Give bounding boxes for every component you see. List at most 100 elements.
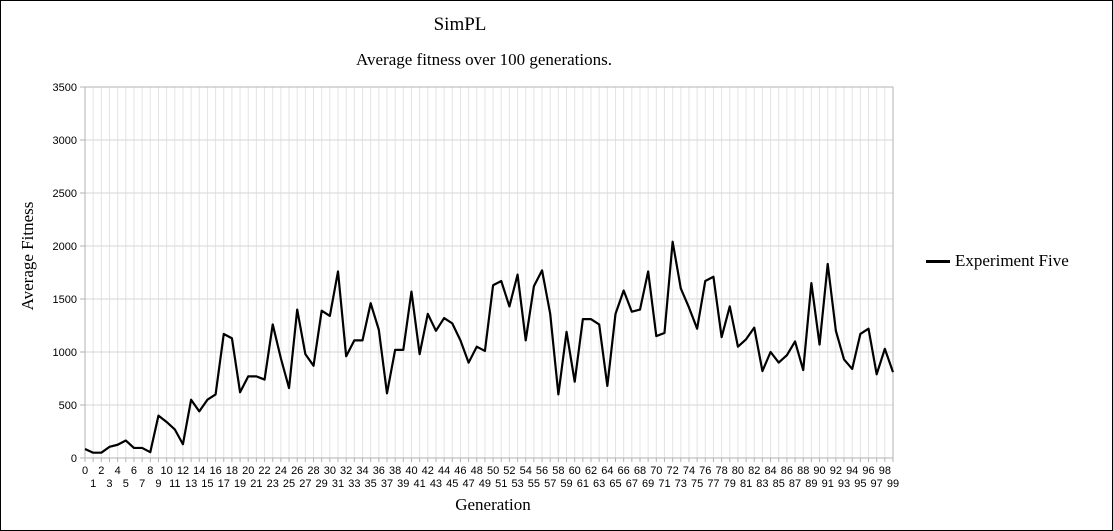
x-tick-label: 18 — [226, 465, 238, 477]
x-tick-label: 28 — [307, 465, 319, 477]
x-tick-label: 83 — [756, 478, 768, 490]
x-tick-label: 35 — [365, 478, 377, 490]
x-tick-label: 71 — [658, 478, 670, 490]
x-tick-label: 69 — [642, 478, 654, 490]
x-tick-label: 52 — [503, 465, 515, 477]
x-tick-label: 93 — [838, 478, 850, 490]
legend: Experiment Five — [926, 251, 1069, 271]
x-tick-label: 0 — [82, 465, 88, 477]
x-tick-label: 16 — [209, 465, 221, 477]
x-tick-label: 89 — [805, 478, 817, 490]
x-tick-label: 53 — [511, 478, 523, 490]
x-tick-label: 61 — [577, 478, 589, 490]
x-tick-label: 20 — [242, 465, 254, 477]
x-tick-label: 49 — [479, 478, 491, 490]
x-tick-label: 39 — [397, 478, 409, 490]
x-tick-label: 43 — [430, 478, 442, 490]
x-tick-label: 87 — [789, 478, 801, 490]
x-tick-label: 56 — [536, 465, 548, 477]
x-tick-label: 63 — [593, 478, 605, 490]
x-tick-label: 26 — [291, 465, 303, 477]
plot-area — [84, 86, 894, 459]
x-tick-label: 46 — [454, 465, 466, 477]
x-tick-label: 19 — [234, 478, 246, 490]
x-tick-label: 29 — [316, 478, 328, 490]
x-tick-label: 7 — [139, 478, 145, 490]
x-tick-label: 81 — [740, 478, 752, 490]
y-tick-label: 1000 — [53, 347, 77, 359]
x-tick-label: 8 — [147, 465, 153, 477]
x-tick-label: 15 — [201, 478, 213, 490]
x-tick-label: 50 — [487, 465, 499, 477]
x-tick-label: 41 — [414, 478, 426, 490]
y-tick-label: 1500 — [53, 294, 77, 306]
x-tick-label: 21 — [250, 478, 262, 490]
x-tick-label: 32 — [340, 465, 352, 477]
x-tick-label: 75 — [691, 478, 703, 490]
x-tick-label: 67 — [626, 478, 638, 490]
x-tick-label: 10 — [160, 465, 172, 477]
x-tick-label: 76 — [699, 465, 711, 477]
x-tick-label: 37 — [381, 478, 393, 490]
x-tick-label: 48 — [471, 465, 483, 477]
x-tick-label: 65 — [609, 478, 621, 490]
x-tick-label: 68 — [634, 465, 646, 477]
x-tick-label: 78 — [715, 465, 727, 477]
x-tick-label: 85 — [773, 478, 785, 490]
x-tick-label: 66 — [618, 465, 630, 477]
x-tick-label: 97 — [871, 478, 883, 490]
x-tick-label: 55 — [528, 478, 540, 490]
x-tick-label: 99 — [887, 478, 899, 490]
x-tick-label: 62 — [585, 465, 597, 477]
x-tick-label: 6 — [131, 465, 137, 477]
x-tick-label: 80 — [732, 465, 744, 477]
x-tick-label: 4 — [115, 465, 121, 477]
x-tick-label: 90 — [813, 465, 825, 477]
x-tick-label: 45 — [446, 478, 458, 490]
x-tick-label: 9 — [155, 478, 161, 490]
x-tick-label: 36 — [373, 465, 385, 477]
x-tick-label: 44 — [438, 465, 450, 477]
x-tick-label: 72 — [667, 465, 679, 477]
x-tick-label: 58 — [552, 465, 564, 477]
x-tick-label: 79 — [724, 478, 736, 490]
x-tick-label: 34 — [356, 465, 368, 477]
x-tick-label: 84 — [764, 465, 776, 477]
x-tick-label: 82 — [748, 465, 760, 477]
x-tick-label: 59 — [560, 478, 572, 490]
y-tick-label: 2500 — [53, 188, 77, 200]
x-tick-label: 94 — [846, 465, 858, 477]
chart-subtitle: Average fitness over 100 generations. — [355, 50, 612, 69]
x-tick-label: 3 — [106, 478, 112, 490]
x-tick-label: 70 — [650, 465, 662, 477]
x-tick-label: 88 — [797, 465, 809, 477]
x-tick-label: 24 — [275, 465, 287, 477]
x-tick-label: 23 — [267, 478, 279, 490]
chart-title: SimPL — [433, 14, 487, 35]
x-tick-label: 51 — [495, 478, 507, 490]
y-tick-label: 3000 — [53, 135, 77, 147]
x-tick-label: 27 — [299, 478, 311, 490]
x-tick-label: 95 — [854, 478, 866, 490]
legend-label: Experiment Five — [955, 251, 1069, 270]
x-tick-label: 14 — [193, 465, 205, 477]
series-line — [84, 240, 895, 454]
x-tick-label: 5 — [123, 478, 129, 490]
y-tick-label: 3500 — [53, 82, 77, 94]
x-tick-label: 12 — [177, 465, 189, 477]
x-tick-label: 60 — [569, 465, 581, 477]
x-tick-label: 92 — [830, 465, 842, 477]
x-tick-label: 98 — [879, 465, 891, 477]
x-axis-label: Generation — [455, 495, 531, 514]
x-tick-label: 25 — [283, 478, 295, 490]
x-tick-label: 31 — [332, 478, 344, 490]
x-tick-label: 13 — [185, 478, 197, 490]
x-tick-label: 38 — [389, 465, 401, 477]
x-tick-label: 74 — [683, 465, 695, 477]
legend-swatch — [926, 259, 950, 263]
x-tick-label: 1 — [90, 478, 96, 490]
x-tick-label: 40 — [405, 465, 417, 477]
x-tick-label: 86 — [781, 465, 793, 477]
y-tick-label: 500 — [59, 400, 77, 412]
